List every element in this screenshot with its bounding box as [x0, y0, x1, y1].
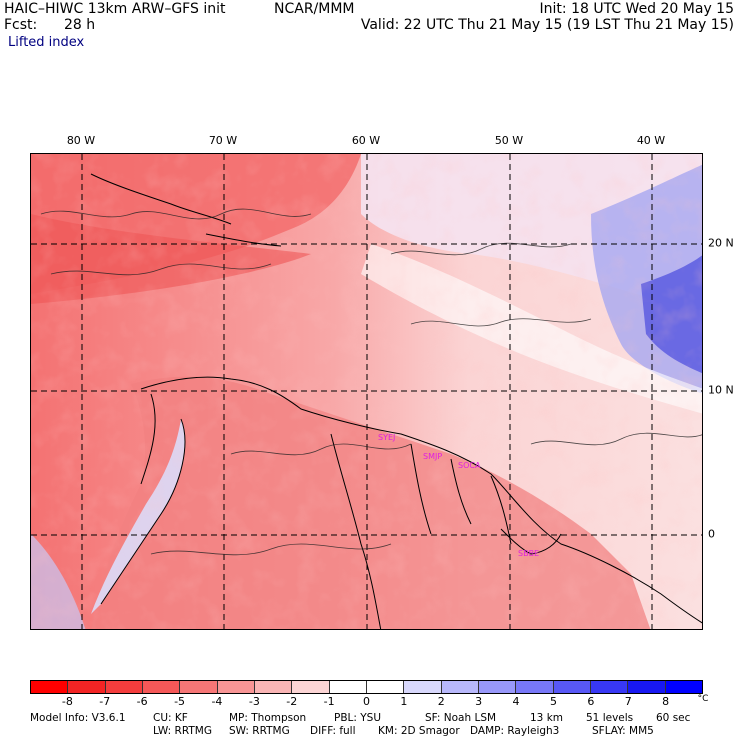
- station-label-syej: SYEJ: [378, 433, 396, 442]
- footer-model-info: Model Info: V3.6.1: [30, 712, 126, 724]
- colorbar-tick-label: 1: [400, 695, 408, 708]
- colorbar-swatch: [292, 681, 330, 693]
- lon-label-70w: 70 W: [208, 134, 238, 147]
- colorbar-tick-label: -4: [211, 695, 223, 708]
- lon-label-60w: 60 W: [351, 134, 381, 147]
- lon-label-80w: 80 W: [66, 134, 96, 147]
- init-time: Init: 18 UTC Wed 20 May 15: [539, 1, 734, 17]
- footer-lw: LW: RRTMG: [153, 725, 212, 737]
- colorbar-swatch: [628, 681, 666, 693]
- colombia-border: [140, 393, 156, 485]
- colorbar-tick-label: 7: [624, 695, 632, 708]
- colorbar-tick-label: 5: [549, 695, 557, 708]
- colorbar-tick-label: -3: [248, 695, 260, 708]
- andes-line: [100, 418, 186, 605]
- coastlines: [90, 173, 702, 629]
- colorbar-tick-label: 3: [475, 695, 483, 708]
- footer-cu: CU: KF: [153, 712, 188, 724]
- footer-sw: SW: RRTMG: [229, 725, 290, 737]
- footer-diff: DIFF: full: [310, 725, 356, 737]
- colorbar-tick-label: 0: [363, 695, 370, 708]
- colorbar-swatch: [68, 681, 106, 693]
- colorbar-swatch: [665, 681, 702, 693]
- footer-resolution: 13 km: [530, 712, 564, 724]
- colorbar-tick-label: -8: [61, 695, 73, 708]
- contour-line: [390, 242, 572, 256]
- lon-label-40w: 40 W: [636, 134, 666, 147]
- footer-km: KM: 2D Smagor: [378, 725, 460, 737]
- lifted-index-map: [30, 153, 703, 630]
- footer-damp: DAMP: Rayleigh3: [470, 725, 560, 737]
- colorbar-swatch: [516, 681, 554, 693]
- colorbar-swatch: [590, 681, 629, 693]
- guyana-border: [410, 443, 432, 535]
- lat-label-0: 0: [708, 527, 715, 541]
- station-label-smjp: SMJP: [423, 452, 443, 461]
- contour-line: [410, 318, 592, 327]
- contour-line: [150, 543, 392, 556]
- cuba-coast: [90, 173, 232, 225]
- colorbar-swatch: [441, 681, 479, 693]
- colorbar-swatch: [366, 681, 405, 693]
- footer-mp: MP: Thompson: [229, 712, 307, 724]
- lon-label-50w: 50 W: [494, 134, 524, 147]
- suriname-border: [450, 458, 472, 525]
- footer-pbl: PBL: YSU: [334, 712, 382, 724]
- venezuela-brazil-border: [330, 433, 382, 629]
- contour-line: [530, 432, 702, 446]
- map-canvas: [31, 154, 702, 629]
- colorbar-tick-label: 6: [587, 695, 595, 708]
- amazon-delta: [500, 528, 562, 555]
- colorbar-tick-label: 4: [512, 695, 520, 708]
- colorbar-tick-label: -7: [99, 695, 111, 708]
- model-title: HAIC–HIWC 13km ARW–GFS init: [4, 1, 226, 17]
- lat-label-10n: 10 N: [708, 383, 734, 397]
- colorbar-swatch: [254, 681, 293, 693]
- footer-sflay: SFLAY: MM5: [592, 725, 654, 737]
- station-label-soca: SOCA: [458, 461, 481, 470]
- colorbar-tick-label: -5: [174, 695, 186, 708]
- colorbar-swatch: [217, 681, 255, 693]
- footer-sf: SF: Noah LSM: [425, 712, 497, 724]
- field-name: Lifted index: [8, 35, 85, 50]
- organization-label: NCAR/MMM: [274, 1, 355, 17]
- colorbar-swatch: [31, 681, 69, 693]
- forecast-label: Fcst:: [4, 17, 38, 33]
- contour-line: [230, 443, 412, 456]
- south-america-coast: [140, 376, 702, 624]
- colorbar-tick-label: -2: [286, 695, 298, 708]
- colorbar-swatch: [180, 681, 218, 693]
- colorbar-swatch: [142, 681, 181, 693]
- colorbar-swatch: [553, 681, 591, 693]
- colorbar-tick-label: 8: [662, 695, 670, 708]
- colorbar-unit: °C: [697, 694, 709, 704]
- colorbar-tick-label: -6: [136, 695, 148, 708]
- station-label-sbbe: SBBE: [518, 549, 540, 558]
- li-contours: [40, 208, 702, 556]
- lat-label-20n: 20 N: [708, 236, 734, 250]
- forecast-hour: 28 h: [64, 17, 96, 33]
- colorbar-tick-label: -1: [323, 695, 335, 708]
- footer-levels: 51 levels: [586, 712, 634, 724]
- colorbar-swatch: [404, 681, 442, 693]
- colorbar-tick-label: 2: [437, 695, 445, 708]
- hispaniola-coast: [205, 233, 282, 247]
- valid-time: Valid: 22 UTC Thu 21 May 15 (19 LST Thu …: [360, 17, 734, 33]
- footer-timestep: 60 sec: [656, 712, 691, 724]
- colorbar-swatch: [329, 681, 367, 693]
- contour-line: [40, 208, 312, 220]
- graticule: [31, 154, 702, 629]
- colorbar-swatch: [478, 681, 517, 693]
- colorbar-swatch: [105, 681, 143, 693]
- contour-line: [50, 263, 272, 276]
- colorbar: [30, 680, 703, 694]
